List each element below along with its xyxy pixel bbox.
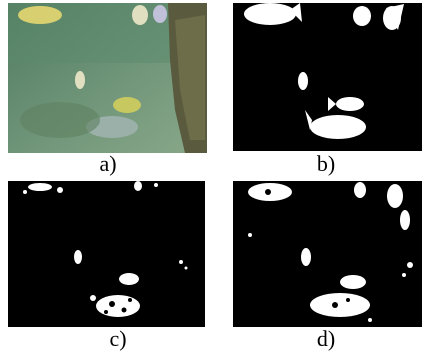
panel-label: b) xyxy=(317,151,335,176)
panel-label: a) xyxy=(99,151,116,176)
figure: a) b) c) xyxy=(0,0,422,354)
panel-b-image xyxy=(233,3,422,151)
panel-d-image xyxy=(233,181,422,327)
panel-label: c) xyxy=(109,326,126,351)
panel-label: d) xyxy=(317,326,335,351)
panel-c-image xyxy=(8,181,205,327)
panel-a-image xyxy=(8,3,207,153)
